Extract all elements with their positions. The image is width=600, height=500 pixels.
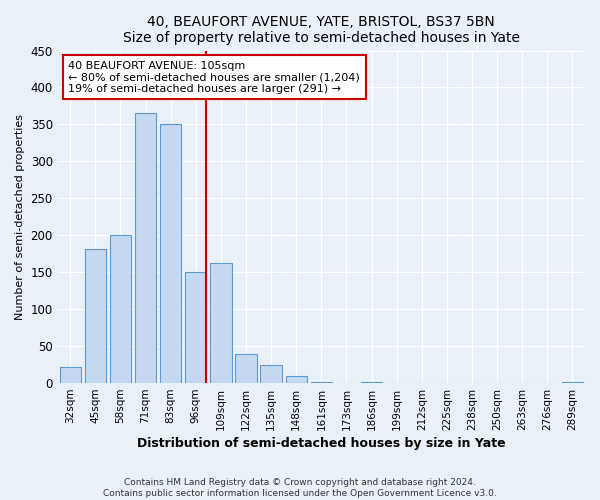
Bar bbox=[85, 248, 106, 383]
Title: 40, BEAUFORT AVENUE, YATE, BRISTOL, BS37 5BN
Size of property relative to semi-d: 40, BEAUFORT AVENUE, YATE, BRISTOL, BS37… bbox=[123, 15, 520, 45]
Bar bbox=[361, 382, 382, 383]
Y-axis label: Number of semi-detached properties: Number of semi-detached properties bbox=[15, 114, 25, 320]
Bar bbox=[235, 354, 257, 383]
Bar bbox=[185, 272, 206, 383]
Bar bbox=[260, 364, 282, 383]
Text: 40 BEAUFORT AVENUE: 105sqm
← 80% of semi-detached houses are smaller (1,204)
19%: 40 BEAUFORT AVENUE: 105sqm ← 80% of semi… bbox=[68, 60, 360, 94]
X-axis label: Distribution of semi-detached houses by size in Yate: Distribution of semi-detached houses by … bbox=[137, 437, 506, 450]
Bar bbox=[210, 262, 232, 383]
Bar bbox=[311, 382, 332, 383]
Bar bbox=[562, 382, 583, 383]
Bar bbox=[135, 114, 156, 383]
Text: Contains HM Land Registry data © Crown copyright and database right 2024.
Contai: Contains HM Land Registry data © Crown c… bbox=[103, 478, 497, 498]
Bar bbox=[59, 367, 81, 383]
Bar bbox=[160, 124, 181, 383]
Bar bbox=[110, 234, 131, 383]
Bar bbox=[286, 376, 307, 383]
